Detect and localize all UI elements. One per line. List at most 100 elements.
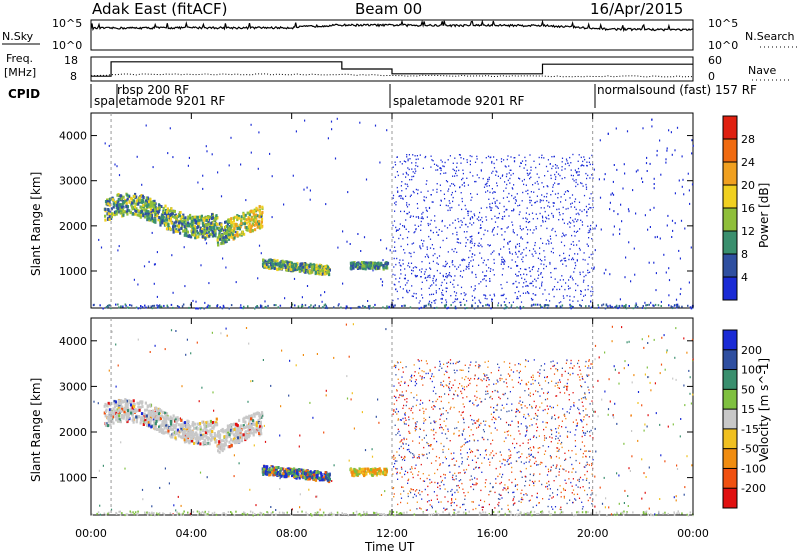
speckle	[531, 495, 533, 497]
speckle	[555, 171, 558, 173]
speckle	[641, 306, 643, 309]
speckle	[573, 404, 575, 406]
speckle	[469, 222, 471, 224]
speckle	[187, 164, 189, 167]
speckle	[493, 454, 495, 457]
speckle	[531, 253, 533, 255]
speckle	[474, 180, 476, 183]
echo-cell	[118, 210, 121, 214]
echo-cell	[193, 215, 196, 219]
echo-cell	[221, 429, 225, 433]
speckle	[448, 465, 450, 467]
echo-cell	[141, 405, 144, 409]
echo-cell	[198, 232, 201, 236]
echo-cell	[180, 226, 183, 230]
speckle	[644, 214, 646, 217]
speckle	[591, 174, 593, 176]
echo-cell	[174, 416, 177, 420]
echo-cell	[294, 468, 297, 472]
echo-cell	[167, 215, 170, 219]
ground-scatter	[533, 303, 535, 306]
speckle	[525, 280, 527, 283]
cpid-label-2: spaletamode 9201 RF	[393, 94, 525, 108]
speckle	[538, 176, 540, 179]
speckle	[454, 157, 456, 159]
speckle	[488, 178, 490, 181]
echo-cell	[137, 198, 140, 202]
speckle	[578, 359, 580, 362]
speckle	[284, 297, 286, 300]
speckle	[153, 282, 155, 285]
speckle	[471, 155, 473, 158]
speckle	[474, 288, 476, 290]
speckle	[442, 275, 444, 278]
speckle	[459, 264, 461, 266]
speckle	[476, 155, 478, 158]
echo-cell	[174, 426, 177, 430]
speckle	[143, 265, 146, 268]
ground-scatter	[604, 307, 607, 310]
echo-cell	[328, 477, 331, 481]
speckle	[583, 165, 585, 167]
echo-cell	[378, 469, 381, 473]
ground-scatter	[660, 305, 662, 307]
echo-cell	[270, 263, 273, 267]
speckle	[469, 241, 471, 244]
speckle	[461, 259, 464, 262]
speckle	[513, 197, 515, 200]
speckle	[396, 257, 398, 260]
speckle	[568, 258, 570, 261]
ground-scatter	[464, 307, 466, 310]
speckle	[394, 164, 397, 166]
speckle	[445, 301, 448, 303]
speckle	[440, 167, 442, 170]
speckle	[485, 449, 487, 451]
echo-cell	[239, 223, 242, 227]
speckle	[411, 168, 413, 170]
echo-cell	[300, 267, 303, 271]
speckle	[585, 172, 587, 175]
speckle	[659, 139, 661, 142]
echo-cell	[173, 209, 176, 213]
speckle	[668, 267, 670, 270]
echo-cell	[113, 203, 116, 207]
echo-cell	[287, 467, 290, 471]
speckle	[584, 466, 586, 468]
speckle	[480, 207, 482, 209]
speckle	[670, 131, 672, 134]
echo-cell	[362, 267, 365, 271]
ground-scatter	[126, 306, 129, 309]
speckle	[442, 239, 444, 242]
ground-scatter	[260, 305, 263, 308]
speckle	[474, 161, 477, 163]
echo-cell	[217, 236, 220, 240]
echo-cell	[211, 216, 214, 220]
speckle	[512, 229, 514, 231]
echo-cell	[361, 264, 365, 268]
echo-cell	[187, 420, 190, 424]
speckle	[511, 221, 513, 223]
speckle	[534, 244, 536, 247]
speckle	[454, 219, 456, 221]
speckle	[525, 220, 527, 223]
echo-cell	[210, 226, 213, 230]
echo-cell	[177, 418, 180, 421]
echo-cell	[171, 435, 174, 439]
echo-cell	[198, 218, 201, 222]
speckle	[439, 246, 441, 249]
speckle	[526, 241, 528, 244]
speckle	[534, 202, 536, 204]
speckle	[413, 251, 415, 254]
speckle	[588, 374, 590, 376]
echo-cell	[250, 424, 253, 428]
speckle	[460, 301, 462, 304]
speckle	[425, 155, 427, 158]
speckle	[447, 190, 449, 192]
speckle	[441, 220, 443, 223]
echo-cell	[147, 210, 150, 214]
speckle	[491, 188, 493, 190]
echo-cell	[306, 475, 309, 479]
speckle	[477, 244, 479, 247]
speckle	[558, 439, 560, 442]
echo-cell	[225, 220, 228, 224]
